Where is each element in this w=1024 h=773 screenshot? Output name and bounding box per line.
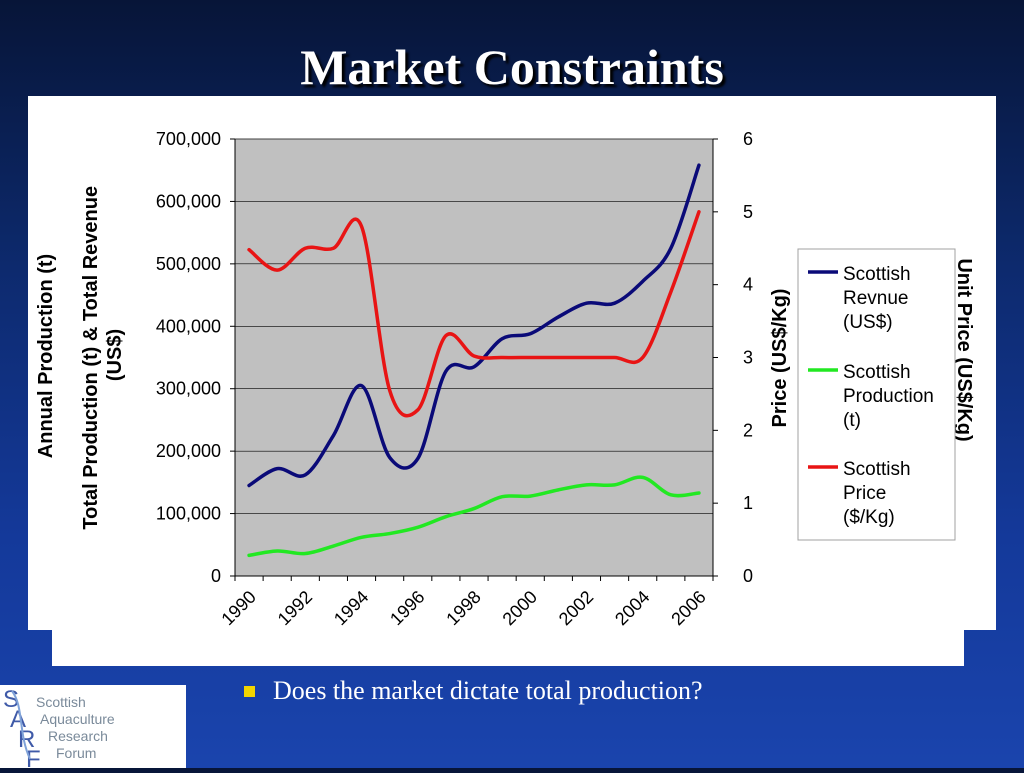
x-tick-label: 2006 <box>667 587 709 629</box>
left-tick-label: 700,000 <box>156 129 221 149</box>
legend-label: Price <box>843 483 886 504</box>
logo-line-4: Forum <box>56 745 96 761</box>
legend-label: Scottish <box>843 459 911 480</box>
x-tick-label: 2002 <box>555 587 597 629</box>
legend-label: (t) <box>843 410 861 431</box>
left-axis-title: Total Production (t) & Total Revenue (US… <box>80 180 126 529</box>
legend: Scottish Revnue (US$) Scottish Production (t)… <box>808 264 934 528</box>
logo-letter-f: F <box>26 746 41 768</box>
legend-label: Revnue <box>843 288 909 309</box>
logo-letter-s: S <box>3 686 19 713</box>
right-tick-label: 5 <box>743 202 753 222</box>
right-axis-title: Price (US$/Kg) <box>769 289 791 428</box>
bullet-text: Does the market dictate total production… <box>273 676 703 705</box>
left-tick-label: 500,000 <box>156 254 221 274</box>
legend-label: (US$) <box>843 312 893 333</box>
gridlines <box>235 138 713 514</box>
bullet-point: Does the market dictate total production… <box>244 676 703 706</box>
series-line-2 <box>247 210 701 418</box>
sarf-logo: S A R F Scottish Aquaculture Research Fo… <box>0 685 186 773</box>
right-axis-title-clipped: Unit Price (US$/Kg) <box>953 258 975 441</box>
logo-line-2: Aquaculture <box>40 711 115 727</box>
right-tick-label: 1 <box>743 493 753 513</box>
left-tick-label: 100,000 <box>156 504 221 524</box>
legend-label: Scottish <box>843 362 911 383</box>
slide-title: Market Constraints <box>300 39 724 95</box>
sarf-logo-mark: S A R F Scottish Aquaculture Research Fo… <box>3 686 115 773</box>
logo-line-3: Research <box>48 728 108 744</box>
left-tick-label: 200,000 <box>156 441 221 461</box>
legend-label: ($/Kg) <box>843 507 895 528</box>
x-tick-label: 1996 <box>386 587 428 629</box>
x-tick-label: 2000 <box>499 587 541 629</box>
right-tick-label: 0 <box>743 566 753 586</box>
left-tick-label: 600,000 <box>156 191 221 211</box>
right-tick-label: 6 <box>743 129 753 149</box>
x-tick-label: 1994 <box>330 587 372 629</box>
left-tick-label: 0 <box>211 566 221 586</box>
right-tick-label: 3 <box>743 348 753 368</box>
left-tick-label: 300,000 <box>156 379 221 399</box>
left-axis-title-clipped: Annual Production (t) <box>35 254 57 458</box>
legend-label: Production <box>843 386 934 407</box>
right-tick-label: 4 <box>743 275 753 295</box>
series-lines <box>247 163 701 558</box>
x-tick-label: 1998 <box>442 587 484 629</box>
bullet-marker <box>244 685 255 697</box>
logo-swoosh-icon <box>11 690 31 760</box>
x-tick-label: 2004 <box>611 587 653 629</box>
x-tick-label: 1992 <box>274 587 316 629</box>
legend-label: Scottish <box>843 264 911 285</box>
legend-box <box>797 248 956 541</box>
series-line-0 <box>247 163 701 488</box>
left-tick-label: 400,000 <box>156 316 221 336</box>
x-axis-ticks: 1990 1992 1994 1996 1998 2000 2002 2004 2006 <box>217 575 714 629</box>
right-axis-ticks: 0 1 2 3 4 5 6 <box>712 129 753 586</box>
x-tick-label: 1990 <box>217 587 259 629</box>
series-line-1 <box>247 475 701 558</box>
logo-line-1: Scottish <box>36 694 86 710</box>
left-axis-ticks: 0 100,000 200,000 300,000 400,000 500,000 600,… <box>156 129 236 586</box>
right-tick-label: 2 <box>743 420 753 440</box>
